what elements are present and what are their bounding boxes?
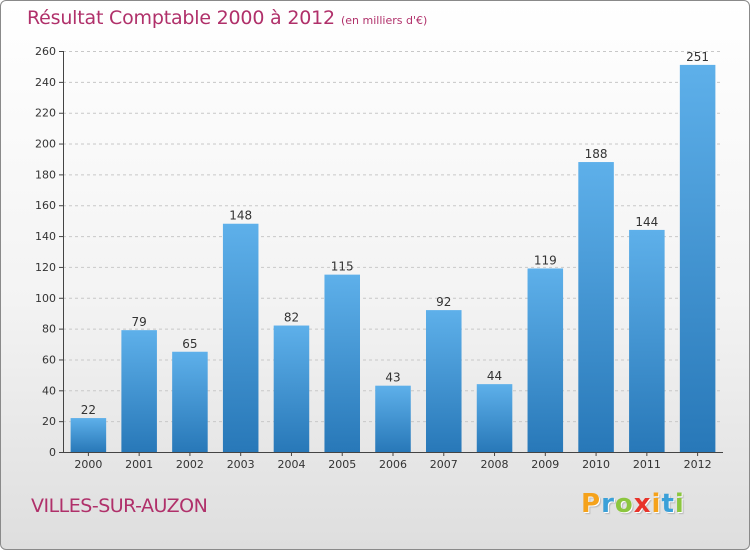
x-tick-label: 2000 [74,458,102,471]
bar-2005 [324,274,360,452]
town-name: VILLES-SUR-AUZON [31,495,208,517]
y-tick-label: 240 [35,76,56,89]
y-tick-label: 200 [35,138,56,151]
logo-letter: t [661,489,675,519]
logo-letter: i [651,489,662,519]
bar-2003 [222,223,259,452]
y-tick-label: 0 [49,446,56,459]
x-tick-label: 2010 [582,458,610,471]
value-label: 65 [182,337,197,351]
value-label: 44 [487,369,502,383]
bar-2000 [70,418,107,452]
y-tick-label: 80 [42,323,56,336]
x-tick-label: 2009 [531,458,559,471]
x-tick-label: 2001 [125,458,153,471]
y-tick-label: 120 [35,261,56,274]
x-tick-label: 2002 [176,458,204,471]
y-tick-label: 260 [35,45,56,58]
y-tick-label: 140 [35,230,56,243]
bar-2011 [629,229,665,452]
bar-2001 [121,330,157,452]
value-labels: 22 79 65 148 82 115 43 92 44 119 188 144 251 [81,50,709,417]
bar-2009 [527,268,564,452]
x-tick-label: 2011 [633,458,661,471]
bar-2002 [172,351,208,452]
bar-2012 [679,64,716,452]
y-tick-label: 20 [42,415,56,428]
bar-2007 [426,310,462,452]
bar-2004 [273,325,310,452]
bar-2010 [578,162,614,453]
x-tick-label: 2006 [379,458,407,471]
x-tick-label: 2007 [430,458,458,471]
x-tick-label: 2012 [684,458,712,471]
y-tick-label: 180 [35,168,56,181]
y-tick-label: 100 [35,292,56,305]
y-tick-label: 160 [35,199,56,212]
bar-2006 [375,385,411,452]
value-label: 119 [534,253,557,267]
value-label: 148 [229,209,252,223]
logo-letter: o [614,489,634,519]
value-label: 251 [686,50,709,64]
chart-title: Résultat Comptable 2000 à 2012 [27,7,335,29]
x-tick-label: 2008 [481,458,509,471]
x-tick-label: 2005 [328,458,356,471]
proxiti-logo: Proxiti [581,489,685,519]
value-label: 43 [385,371,400,385]
value-label: 22 [81,403,96,417]
value-label: 144 [635,215,658,229]
value-label: 79 [132,315,147,329]
chart-subtitle: (en milliers d'€) [341,14,428,27]
x-tick-label: 2004 [277,458,305,471]
logo-letter: r [601,489,615,519]
bar-2008 [476,384,513,452]
logo-letter: P [581,489,602,519]
y-tick-label: 220 [35,107,56,120]
y-tick-label: 60 [42,353,56,366]
logo-letter: x [633,489,652,519]
value-label: 92 [436,295,451,309]
value-label: 188 [585,147,608,161]
value-label: 115 [331,260,354,274]
bars [70,64,716,453]
value-label: 82 [284,311,299,325]
logo-letter: i [674,489,685,519]
axes: 0 20 40 60 80 100 120 140 160 180 200 220 240 260 2000… [35,45,723,471]
y-tick-label: 40 [42,384,56,397]
x-tick-label: 2003 [227,458,255,471]
